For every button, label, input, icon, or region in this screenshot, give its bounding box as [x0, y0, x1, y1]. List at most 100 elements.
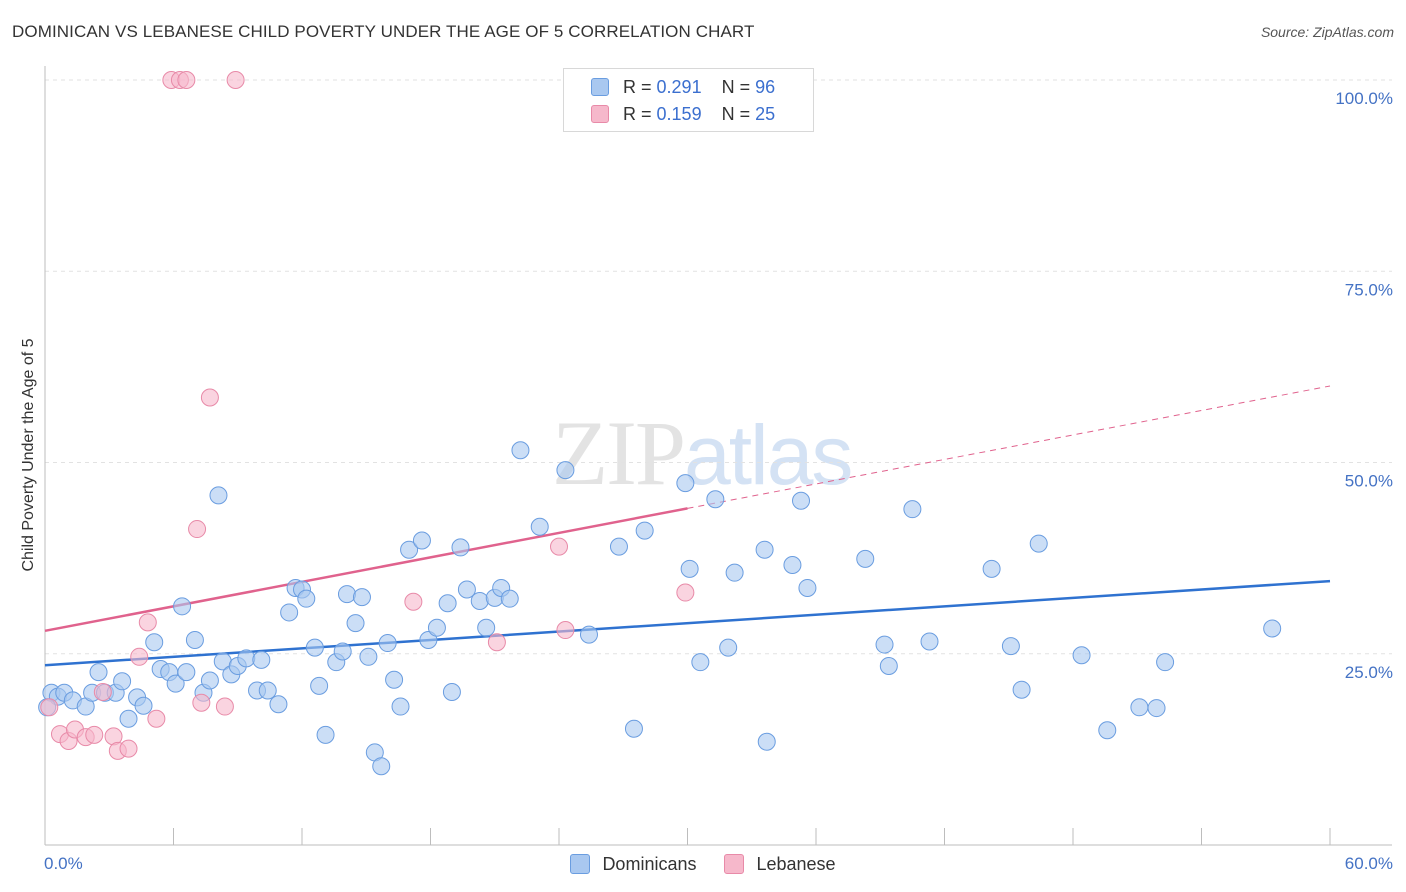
legend-item-lebanese[interactable]: Lebanese — [724, 853, 836, 875]
legend-swatch-lebanese — [591, 105, 609, 123]
point-dominicans — [680, 559, 699, 578]
legend-n-label: N = — [721, 103, 751, 124]
point-dominicans — [1012, 680, 1031, 699]
label-layer: 25.0% 50.0% 75.0% 100.0% 0.0% 60.0% Child Pove… — [20, 89, 1393, 873]
point-dominicans — [438, 594, 457, 613]
point-dominicans — [511, 441, 530, 460]
point-dominicans — [457, 580, 476, 599]
point-dominicans — [442, 683, 461, 701]
point-lebanese — [177, 71, 196, 89]
point-dominicans — [792, 491, 811, 510]
point-dominicans — [400, 540, 419, 559]
point-lebanese — [226, 71, 245, 89]
point-dominicans — [372, 757, 391, 776]
point-dominicans — [1072, 646, 1091, 665]
point-dominicans — [310, 676, 329, 695]
point-dominicans — [635, 521, 654, 540]
point-dominicans — [177, 663, 196, 682]
point-dominicans — [798, 578, 817, 597]
point-lebanese — [192, 693, 211, 712]
point-dominicans — [391, 697, 410, 716]
point-dominicans — [378, 634, 397, 653]
point-dominicans — [1029, 534, 1048, 553]
point-dominicans — [755, 540, 774, 559]
axis-layer — [44, 66, 1392, 846]
point-lebanese — [404, 592, 423, 611]
point-dominicans — [412, 531, 431, 550]
point-dominicans — [856, 549, 875, 568]
point-dominicans — [258, 681, 277, 700]
y-tick-label: 75.0% — [1345, 280, 1393, 299]
point-lebanese — [215, 697, 234, 716]
point-dominicans — [333, 642, 352, 661]
y-tick-label: 25.0% — [1345, 663, 1393, 682]
point-dominicans — [305, 638, 324, 657]
legend-n-value: 96 — [755, 76, 776, 97]
point-dominicans — [134, 696, 153, 715]
legend-swatch-lebanese — [724, 854, 745, 874]
point-dominicans — [419, 630, 438, 649]
point-dominicans — [500, 589, 519, 608]
point-dominicans — [903, 500, 922, 519]
point-dominicans — [556, 461, 575, 480]
legend-label-lebanese: Lebanese — [756, 853, 836, 874]
legend-label-dominicans: Dominicans — [602, 853, 697, 874]
point-dominicans — [1130, 698, 1149, 717]
legend-item-dominicans[interactable]: Dominicans — [570, 854, 696, 875]
point-lebanese — [188, 520, 207, 539]
point-lebanese — [556, 621, 575, 640]
point-dominicans — [624, 719, 643, 738]
point-lebanese — [93, 683, 112, 701]
source-label: Source: ZipAtlas.com — [1260, 24, 1394, 40]
point-dominicans — [89, 663, 108, 682]
point-lebanese — [550, 537, 568, 556]
point-dominicans — [113, 672, 132, 691]
point-dominicans — [337, 585, 356, 604]
point-dominicans — [1263, 619, 1282, 638]
trendline-extension-lebanese — [687, 385, 1331, 509]
point-dominicans — [1001, 637, 1020, 656]
trendline-lebanese — [44, 507, 688, 633]
y-axis-title: Child Poverty Under the Age of 5 — [20, 338, 37, 571]
point-dominicans — [920, 632, 939, 651]
point-dominicans — [185, 630, 204, 649]
point-lebanese — [487, 633, 506, 652]
point-dominicans — [316, 725, 335, 744]
point-dominicans — [119, 709, 138, 728]
point-lebanese — [85, 725, 104, 744]
legend-row-dominicans: R = 0.291 N = 96 — [564, 74, 775, 100]
point-dominicans — [280, 603, 299, 622]
point-dominicans — [237, 649, 256, 668]
point-dominicans — [691, 653, 710, 672]
legend-swatch-dominicans — [591, 78, 609, 96]
correlation-legend: R = 0.291 N = 96 R = 0.159 N = 25 — [563, 68, 814, 132]
legend-r-label: R = — [623, 103, 652, 124]
point-dominicans — [470, 591, 489, 610]
point-dominicans — [173, 597, 192, 616]
point-dominicans — [297, 589, 316, 608]
point-layer — [38, 71, 1282, 776]
grid-layer — [45, 79, 1392, 655]
point-dominicans — [706, 490, 725, 509]
legend-row-lebanese: R = 0.159 N = 25 — [564, 101, 775, 127]
point-dominicans — [145, 633, 164, 652]
point-dominicans — [879, 656, 898, 675]
legend-r-value: 0.159 — [656, 103, 702, 124]
point-dominicans — [359, 647, 378, 666]
y-tick-label: 50.0% — [1345, 472, 1393, 491]
series-legend: Dominicans Lebanese — [0, 852, 1406, 876]
point-dominicans — [385, 670, 404, 689]
point-dominicans — [609, 537, 628, 556]
point-dominicans — [530, 517, 549, 536]
point-dominicans — [209, 486, 228, 505]
point-dominicans — [200, 671, 219, 690]
x-tick-label: 0.0% — [44, 854, 83, 873]
legend-r-label: R = — [623, 76, 652, 97]
x-tick-label: 60.0% — [1345, 854, 1393, 873]
legend-r-value: 0.291 — [656, 76, 702, 97]
point-dominicans — [477, 618, 496, 637]
point-dominicans — [783, 556, 802, 575]
legend-n-label: N = — [721, 76, 751, 97]
chart-title: DOMINICAN VS LEBANESE CHILD POVERTY UNDE… — [12, 22, 755, 41]
point-dominicans — [451, 538, 470, 557]
